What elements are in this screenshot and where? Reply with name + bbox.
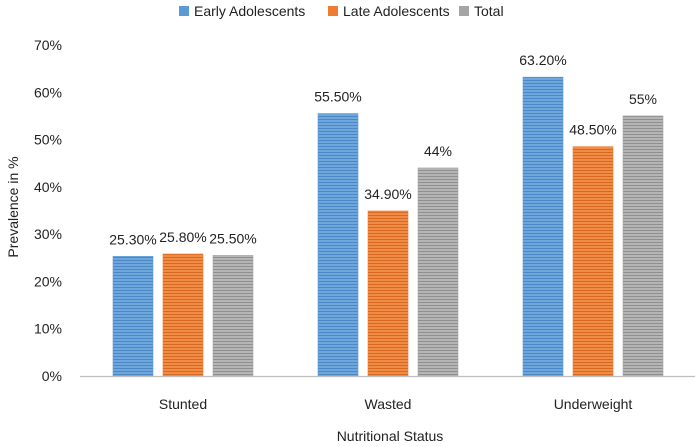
data-label: 44%: [424, 143, 452, 159]
bar-wasted-total: [417, 167, 459, 377]
x-axis-title: Nutritional Status: [337, 428, 444, 444]
x-axis: Stunted Wasted Underweight: [80, 375, 695, 412]
legend-label: Total: [474, 3, 504, 19]
y-tick-label: 10%: [34, 321, 62, 337]
y-tick-label: 40%: [34, 179, 62, 195]
y-tick-label: 20%: [34, 273, 62, 289]
data-label: 34.90%: [364, 186, 411, 202]
legend: Early Adolescents Late Adolescents Total: [179, 3, 504, 19]
bar-stunted-late-adolescents: [162, 253, 204, 377]
legend-swatch-early-adolescents: [179, 6, 189, 16]
data-label: 55%: [629, 91, 657, 107]
y-tick-label: 70%: [34, 37, 62, 53]
bars: 25.30% 25.80% 25.50% 55.50% 34.90% 44% 63.20% 4…: [109, 52, 664, 377]
bar-underweight-late-adolescents: [572, 146, 614, 377]
data-label: 48.50%: [569, 122, 616, 138]
data-label: 55.50%: [314, 89, 361, 105]
y-tick-label: 60%: [34, 84, 62, 100]
legend-swatch-late-adolescents: [328, 6, 338, 16]
y-tick-label: 50%: [34, 132, 62, 148]
legend-label: Early Adolescents: [194, 3, 305, 19]
legend-label: Late Adolescents: [343, 3, 450, 19]
data-label: 25.30%: [109, 231, 156, 247]
y-axis: 0% 10% 20% 30% 40% 50% 60% 70%: [34, 37, 62, 384]
x-tick-label: Stunted: [159, 396, 207, 412]
bar-wasted-late-adolescents: [367, 210, 409, 377]
bar-underweight-total: [622, 115, 664, 377]
y-tick-label: 30%: [34, 226, 62, 242]
bar-underweight-early-adolescents: [522, 76, 564, 377]
data-label: 25.80%: [159, 229, 206, 245]
data-label: 25.50%: [209, 230, 256, 246]
bar-stunted-total: [212, 255, 254, 377]
bar-wasted-early-adolescents: [317, 113, 359, 377]
y-tick-label: 0%: [42, 368, 62, 384]
data-label: 63.20%: [519, 52, 566, 68]
bar-stunted-early-adolescents: [112, 256, 154, 377]
x-tick-label: Underweight: [554, 396, 633, 412]
y-axis-title: Prevalence in %: [5, 156, 21, 257]
legend-swatch-total: [459, 6, 469, 16]
x-tick-label: Wasted: [365, 396, 412, 412]
